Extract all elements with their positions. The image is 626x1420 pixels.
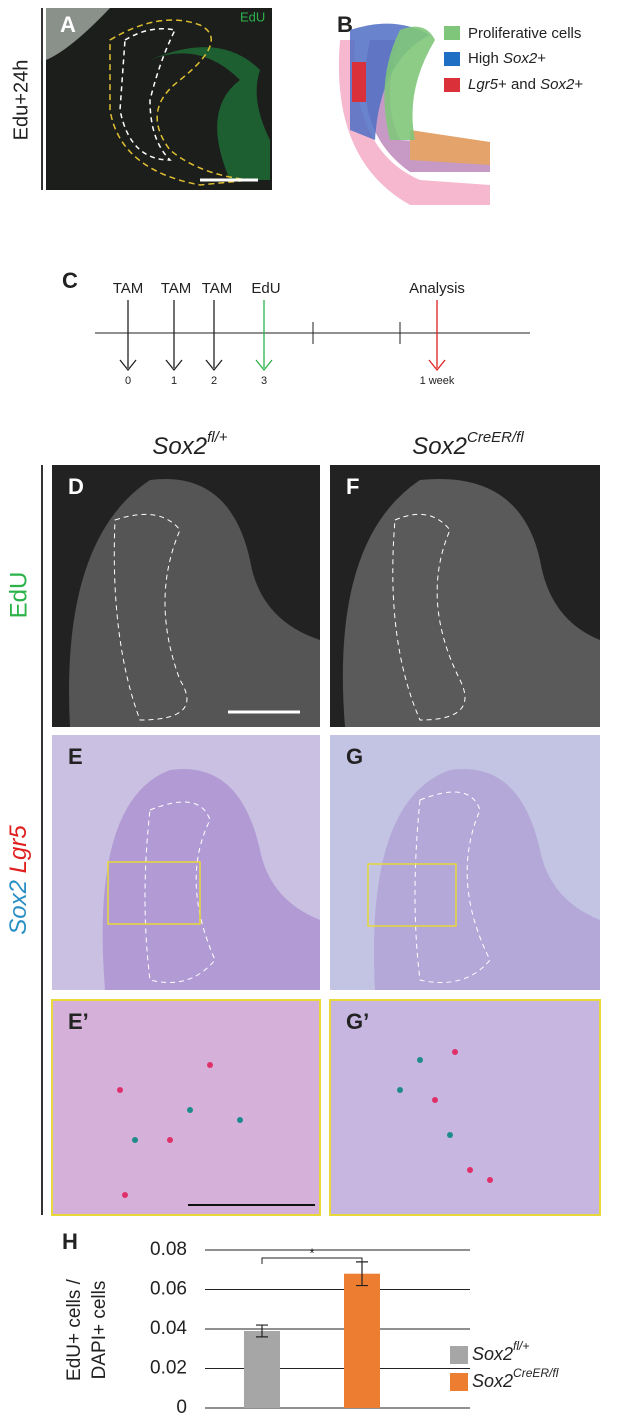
event-label: TAM bbox=[161, 280, 192, 297]
y-axis-label: DAPI+ cells bbox=[89, 1281, 110, 1380]
day-label: 3 bbox=[261, 375, 267, 387]
panel-label: G bbox=[346, 744, 363, 769]
legend-label: Lgr5+ and Sox2+ bbox=[468, 76, 583, 93]
panel-label: C bbox=[62, 268, 78, 293]
significance-label: * bbox=[309, 1245, 314, 1260]
panel-label: D bbox=[68, 474, 84, 499]
legend-swatch bbox=[444, 26, 460, 40]
event-label: EdU bbox=[251, 280, 280, 297]
column-header: Sox2fl/+ bbox=[152, 429, 227, 460]
bar bbox=[344, 1274, 380, 1408]
panel-label: F bbox=[346, 474, 359, 499]
y-tick-label: 0.04 bbox=[150, 1318, 187, 1339]
y-tick-label: 0.02 bbox=[150, 1358, 187, 1379]
event-label: Analysis bbox=[409, 280, 465, 297]
panel-label: H bbox=[62, 1229, 78, 1254]
legend-label: Proliferative cells bbox=[468, 25, 581, 42]
legend-swatch bbox=[444, 52, 460, 66]
legend-label: Sox2 bbox=[472, 1371, 513, 1391]
micrograph bbox=[52, 1000, 320, 1215]
panel-label: A bbox=[60, 12, 76, 37]
column-header: Sox2CreER/fl bbox=[412, 429, 524, 460]
legend-swatch bbox=[450, 1346, 468, 1364]
schematic bbox=[410, 130, 490, 165]
panel-label: E bbox=[68, 744, 83, 769]
panel-label: G’ bbox=[346, 1009, 369, 1034]
event-label: TAM bbox=[202, 280, 233, 297]
event-label: TAM bbox=[113, 280, 144, 297]
schematic bbox=[352, 62, 366, 102]
figure: Edu+24h A EdU B Proliferative cells High… bbox=[0, 0, 626, 1420]
y-tick-label: 0 bbox=[176, 1397, 187, 1418]
legend-label: fl/+ bbox=[513, 1339, 529, 1353]
day-label: 1 week bbox=[420, 375, 455, 387]
side-label: Edu+24h bbox=[10, 60, 32, 141]
bar bbox=[244, 1331, 280, 1408]
row-label: EdU bbox=[5, 572, 32, 619]
row-label: Sox2 Lgr5 bbox=[5, 825, 32, 935]
day-label: 1 bbox=[171, 375, 177, 387]
day-label: 0 bbox=[125, 375, 131, 387]
legend-label: Sox2fl/+ bbox=[472, 1339, 529, 1364]
micrograph bbox=[330, 1000, 600, 1215]
legend-swatch bbox=[450, 1373, 468, 1391]
panel-label: E’ bbox=[68, 1009, 89, 1034]
stain-label: EdU bbox=[240, 9, 265, 24]
y-tick-label: 0.06 bbox=[150, 1279, 187, 1300]
arrows bbox=[120, 300, 445, 370]
day-label: 2 bbox=[211, 375, 217, 387]
legend-label: High Sox2+ bbox=[468, 50, 546, 67]
legend-label: CreER/fl bbox=[513, 1366, 559, 1380]
legend-swatch bbox=[444, 78, 460, 92]
y-axis-label: EdU+ cells / bbox=[64, 1278, 85, 1381]
legend-label: Sox2 bbox=[472, 1344, 513, 1364]
legend-label: Sox2CreER/fl bbox=[472, 1366, 559, 1391]
y-tick-label: 0.08 bbox=[150, 1239, 187, 1260]
